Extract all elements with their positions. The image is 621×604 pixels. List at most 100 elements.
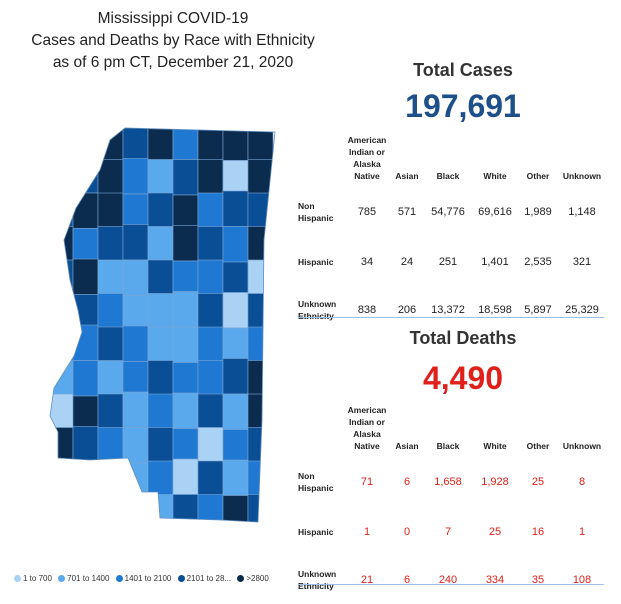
county[interactable]	[147, 427, 174, 464]
county[interactable]	[247, 494, 274, 531]
table-cell[interactable]: 1	[578, 526, 586, 538]
county[interactable]	[72, 192, 99, 229]
county[interactable]	[48, 494, 74, 531]
county[interactable]	[48, 126, 74, 162]
table-cell[interactable]: 21	[360, 574, 374, 586]
table-cell[interactable]: 1,401	[481, 256, 509, 268]
county[interactable]	[147, 259, 174, 296]
table-cell[interactable]: 240	[438, 574, 458, 586]
column-header-black[interactable]: Black	[436, 441, 460, 451]
table-cell[interactable]: 1,148	[568, 206, 596, 218]
county[interactable]	[72, 228, 99, 265]
legend-item[interactable]: >2800	[237, 574, 269, 583]
table-cell[interactable]: 35	[531, 574, 545, 586]
county[interactable]	[48, 159, 74, 196]
county[interactable]	[97, 159, 124, 196]
county[interactable]	[48, 259, 74, 296]
county[interactable]	[197, 360, 224, 397]
legend-item[interactable]: 1401 to 2100	[115, 574, 171, 583]
column-header-other[interactable]: Other	[526, 171, 550, 181]
table-cell[interactable]: 25	[531, 476, 545, 488]
county[interactable]	[97, 494, 124, 531]
county[interactable]	[48, 192, 74, 229]
table-cell[interactable]: 69,616	[478, 206, 512, 218]
county[interactable]	[222, 358, 249, 395]
county[interactable]	[222, 160, 249, 197]
county[interactable]	[48, 460, 74, 497]
table-cell[interactable]: 7	[444, 526, 452, 538]
county[interactable]	[147, 192, 174, 229]
county[interactable]	[72, 461, 99, 498]
county[interactable]	[72, 294, 99, 331]
table-cell[interactable]: 1,658	[434, 476, 462, 488]
county[interactable]	[172, 326, 199, 363]
county[interactable]	[122, 325, 149, 362]
county[interactable]	[172, 260, 199, 297]
county[interactable]	[172, 392, 199, 429]
county[interactable]	[222, 495, 249, 532]
county[interactable]	[222, 292, 249, 329]
county[interactable]	[97, 126, 124, 162]
county[interactable]	[197, 259, 224, 296]
county[interactable]	[222, 327, 249, 364]
table-cell[interactable]: 1,989	[524, 206, 552, 218]
county[interactable]	[197, 494, 224, 531]
column-header-other[interactable]: Other	[526, 441, 550, 451]
county[interactable]	[147, 360, 174, 397]
county[interactable]	[222, 190, 249, 227]
county[interactable]	[72, 127, 99, 163]
county[interactable]	[122, 462, 149, 499]
county[interactable]	[197, 159, 224, 196]
county[interactable]	[97, 460, 124, 497]
county[interactable]	[197, 427, 224, 464]
county[interactable]	[147, 460, 174, 497]
table-cell[interactable]: 321	[572, 256, 592, 268]
county[interactable]	[172, 494, 199, 531]
county[interactable]	[122, 295, 149, 332]
county[interactable]	[48, 427, 74, 464]
county[interactable]	[97, 293, 124, 330]
county[interactable]	[222, 125, 249, 161]
county[interactable]	[247, 293, 274, 330]
county[interactable]	[172, 159, 199, 196]
county[interactable]	[147, 126, 174, 162]
table-cell[interactable]: 24	[400, 256, 414, 268]
table-cell[interactable]: 785	[357, 206, 377, 218]
table-cell[interactable]: 838	[357, 304, 377, 316]
legend-item[interactable]: 2101 to 28...	[177, 574, 231, 583]
county[interactable]	[97, 326, 124, 363]
county[interactable]	[172, 291, 199, 328]
county[interactable]	[97, 259, 124, 296]
county[interactable]	[122, 427, 149, 464]
county[interactable]	[147, 393, 174, 430]
county[interactable]	[172, 428, 199, 465]
county[interactable]	[172, 458, 199, 495]
county[interactable]	[72, 395, 99, 432]
county[interactable]	[247, 259, 274, 296]
county[interactable]	[72, 492, 99, 529]
county[interactable]	[197, 192, 224, 229]
county[interactable]	[147, 494, 174, 531]
county[interactable]	[122, 493, 149, 530]
table-cell[interactable]: 25,329	[565, 304, 599, 316]
table-cell[interactable]: 206	[397, 304, 417, 316]
county[interactable]	[97, 427, 124, 464]
table-cell[interactable]: 108	[572, 574, 592, 586]
table-cell[interactable]: 1,928	[481, 476, 509, 488]
county[interactable]	[72, 324, 99, 361]
county[interactable]	[48, 393, 74, 430]
county[interactable]	[72, 258, 99, 295]
county[interactable]	[197, 126, 224, 162]
legend-item[interactable]: 1 to 700	[14, 574, 52, 583]
table-cell[interactable]: 18,598	[478, 304, 512, 316]
county[interactable]	[247, 226, 274, 263]
county[interactable]	[48, 226, 74, 263]
county[interactable]	[122, 158, 149, 195]
county[interactable]	[222, 459, 249, 496]
mississippi-county-map[interactable]	[30, 120, 290, 540]
column-header-american-indian[interactable]: American Indian or Alaska Native	[347, 135, 387, 181]
column-header-unknown[interactable]: Unknown	[562, 171, 602, 181]
county[interactable]	[197, 393, 224, 430]
county[interactable]	[247, 192, 274, 229]
county[interactable]	[247, 126, 274, 162]
